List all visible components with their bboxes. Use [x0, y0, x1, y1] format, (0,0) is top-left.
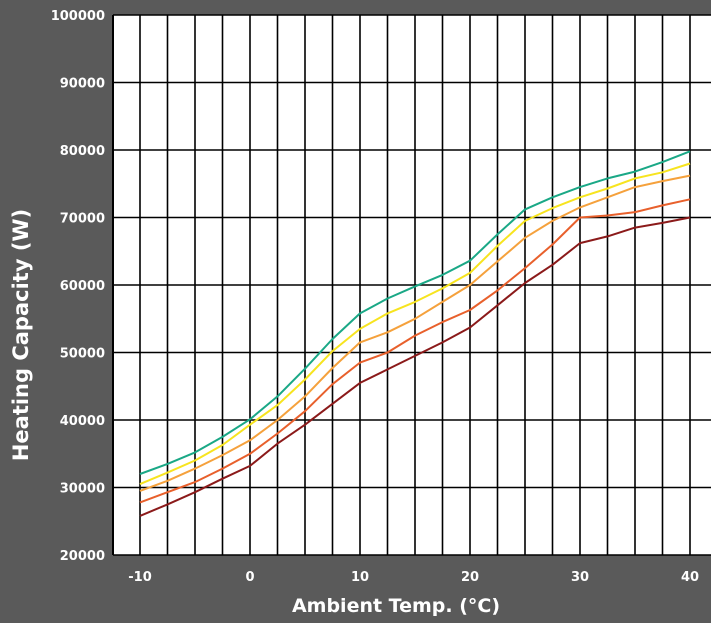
x-tick-label: 30 — [571, 570, 589, 585]
y-tick-label: 60000 — [60, 279, 105, 294]
y-tick-label: 100000 — [51, 9, 105, 24]
y-tick-label: 30000 — [60, 482, 105, 497]
y-tick-label: 40000 — [60, 414, 105, 429]
y-tick-labels: 20000 30000 40000 50000 60000 70000 80000 90000… — [51, 9, 105, 564]
x-axis-label: Ambient Temp. (°C) — [292, 595, 500, 617]
series-line-4 — [139, 198, 691, 504]
y-axis-label: Heating Capacity (W) — [9, 209, 33, 461]
x-tick-label: 0 — [245, 570, 254, 585]
series-layer — [139, 150, 691, 517]
series-line-1 — [139, 150, 691, 475]
y-tick-label: 80000 — [60, 144, 105, 159]
y-tick-label: 20000 — [60, 549, 105, 564]
series-line-5 — [139, 216, 691, 517]
horizontal-gridlines — [113, 14, 711, 556]
x-tick-label: -10 — [128, 570, 152, 585]
y-tick-label: 90000 — [60, 77, 105, 92]
series-line-3 — [139, 174, 691, 492]
x-tick-label: 10 — [351, 570, 369, 585]
y-tick-label: 50000 — [60, 347, 105, 362]
x-tick-label: 40 — [681, 570, 699, 585]
x-tick-label: 20 — [461, 570, 479, 585]
y-tick-label: 70000 — [60, 212, 105, 227]
x-tick-labels: -10 0 10 20 30 40 — [128, 570, 699, 585]
series-line-2 — [139, 162, 691, 486]
